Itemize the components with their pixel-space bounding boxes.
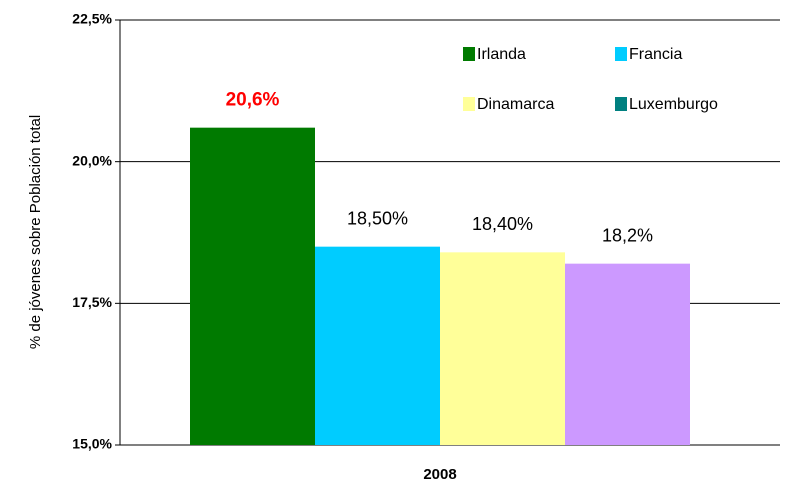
y-axis-label: % de jóvenes sobre Población total (27, 115, 44, 349)
legend-label: Francia (629, 46, 682, 63)
legend-swatch (615, 97, 627, 111)
data-label: 18,50% (347, 208, 408, 228)
legend-label: Luxemburgo (629, 96, 718, 113)
bar (315, 246, 440, 445)
y-tick-label: 17,5% (72, 294, 112, 310)
legend-swatch (463, 47, 475, 61)
legend-label: Dinamarca (477, 96, 554, 113)
data-label: 18,2% (602, 225, 653, 245)
legend-swatch (463, 97, 475, 111)
legend-swatch (615, 47, 627, 61)
legend-label: Irlanda (477, 46, 526, 63)
data-label: 18,40% (472, 214, 533, 234)
bar (190, 127, 315, 446)
bar (440, 252, 565, 445)
y-tick-label: 15,0% (72, 436, 112, 452)
y-tick-label: 20,0% (72, 152, 112, 168)
data-label: 20,6% (226, 90, 280, 111)
bar (565, 263, 690, 445)
x-tick-label: 2008 (423, 466, 456, 483)
y-tick-label: 22,5% (72, 11, 112, 27)
